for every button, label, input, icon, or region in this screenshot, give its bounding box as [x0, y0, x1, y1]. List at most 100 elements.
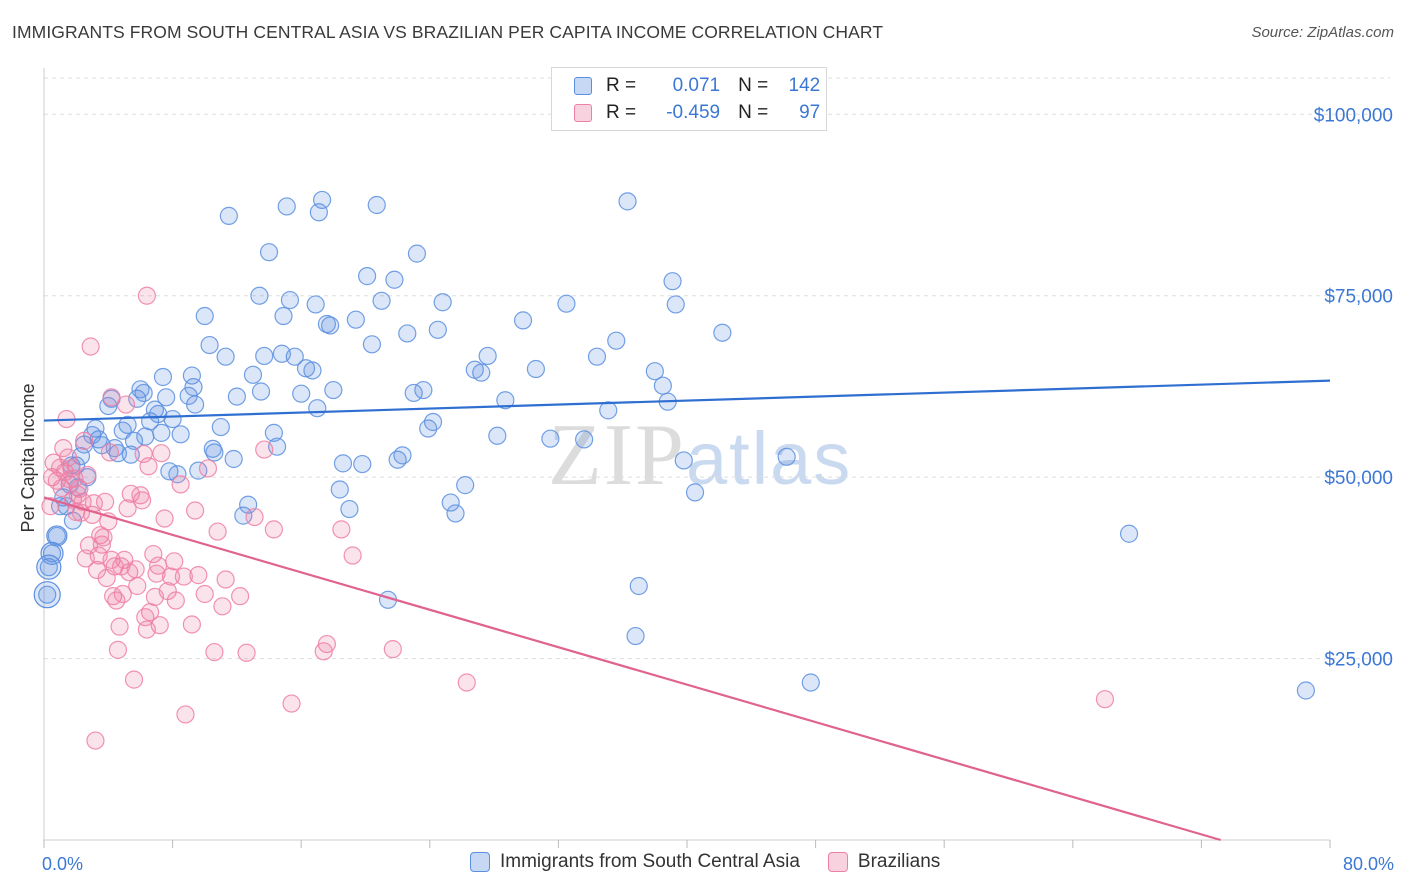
data-point [231, 587, 250, 606]
data-point [255, 346, 274, 366]
tick-labels: $25,000 $50,000 $75,000 $100,000 0.0% 80.0% Pe… [18, 105, 1394, 874]
data-point [801, 673, 820, 692]
data-point [541, 429, 560, 448]
data-point [1296, 681, 1315, 700]
data-point [121, 484, 140, 503]
series-legend: Immigrants from South Central Asia Brazi… [470, 851, 968, 873]
legend-swatch-pink [574, 104, 592, 122]
data-point [89, 430, 108, 449]
data-point [171, 425, 190, 444]
data-point [92, 535, 111, 554]
chart-title: IMMIGRANTS FROM SOUTH CENTRAL ASIA VS BR… [12, 22, 884, 42]
data-point [116, 395, 136, 414]
data-point [272, 344, 292, 363]
y-axis-label: Per Capita Income [18, 383, 38, 532]
y-tick-label: $100,000 [1314, 105, 1393, 126]
data-point [587, 347, 607, 366]
data-point [134, 383, 153, 403]
legend-item-south-central-asia[interactable]: Immigrants from South Central Asia [470, 851, 800, 873]
data-point [200, 335, 219, 355]
legend-item-brazilians[interactable]: Brazilians [827, 851, 940, 873]
data-point [41, 497, 60, 516]
data-point [358, 267, 377, 286]
data-point [398, 324, 417, 343]
data-point [227, 387, 246, 406]
data-point [62, 459, 81, 478]
data-point [54, 439, 73, 458]
data-point [441, 493, 460, 512]
data-point [46, 525, 68, 547]
data-point [102, 388, 121, 407]
data-point [205, 642, 224, 662]
y-tick-label: $25,000 [1324, 650, 1393, 671]
data-point [663, 272, 682, 291]
data-point [777, 447, 796, 466]
data-point [372, 291, 391, 310]
watermark-zip: ZIP [548, 407, 686, 504]
trend-line [43, 496, 1221, 842]
data-point [171, 475, 190, 494]
data-point [274, 306, 293, 326]
legend-row-south-central-asia: R = 0.071 N = 142 [574, 73, 820, 99]
data-point [496, 391, 515, 410]
legend-row-brazilians: R = -0.459 N = 97 [574, 100, 820, 126]
data-point [168, 465, 187, 484]
data-point [219, 206, 238, 225]
data-point [264, 423, 283, 442]
legend-n-value: 97 [799, 102, 821, 123]
data-point [198, 459, 218, 478]
data-point [86, 731, 105, 750]
data-point [1119, 524, 1139, 543]
data-point [243, 365, 263, 384]
data-point [150, 616, 169, 635]
data-point [333, 454, 353, 473]
data-point [367, 195, 386, 215]
data-point [245, 507, 264, 527]
data-point [38, 585, 57, 604]
data-point [280, 290, 300, 310]
data-point [186, 501, 205, 520]
legend-r-value: -0.459 [666, 102, 721, 123]
y-tick-label: $50,000 [1324, 468, 1393, 489]
data-point [33, 581, 61, 609]
data-point [428, 320, 447, 339]
data-point [94, 528, 113, 547]
legend-r-label: R = [606, 75, 637, 96]
data-point [433, 293, 452, 312]
data-point [626, 626, 645, 646]
correlation-legend: R = 0.071 N = 142 R = -0.459 N = 97 [551, 67, 827, 131]
legend-n-label: N = [738, 75, 769, 96]
data-point [303, 361, 322, 380]
data-point [324, 380, 343, 400]
data-point [213, 597, 232, 616]
legend-r-label: R = [606, 102, 637, 123]
data-point [137, 286, 156, 305]
data-point [216, 570, 235, 589]
data-point [163, 409, 182, 429]
data-point [166, 591, 185, 610]
data-point [121, 445, 140, 464]
data-point [575, 430, 594, 449]
gridlines [44, 77, 1390, 660]
source-label: Source: ZipAtlas.com [1251, 24, 1394, 41]
legend-swatch-pink [827, 852, 848, 872]
data-point [110, 617, 129, 636]
data-point [407, 244, 427, 263]
data-point [139, 457, 158, 476]
data-point [113, 584, 132, 604]
data-point [40, 541, 64, 565]
data-point [237, 643, 256, 662]
data-point [91, 526, 110, 545]
trend-line [43, 379, 1331, 422]
data-point [321, 316, 340, 335]
data-point [152, 444, 171, 463]
data-point [423, 412, 443, 432]
data-point [182, 366, 201, 385]
data-point [264, 520, 283, 539]
legend-swatch-blue [470, 852, 490, 872]
data-point [330, 480, 349, 499]
data-point [599, 401, 618, 420]
data-point [414, 380, 433, 400]
data-point [132, 491, 152, 510]
data-point [108, 640, 128, 659]
